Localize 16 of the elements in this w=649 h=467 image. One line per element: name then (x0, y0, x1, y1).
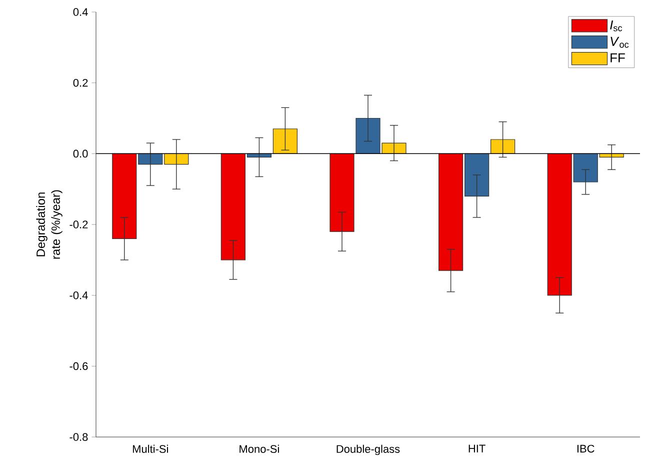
legend-label: I$_{sc}$ (610, 20, 622, 32)
y-tick-label: -0.6 (70, 362, 88, 370)
x-tick-label: Double-glass (336, 444, 400, 456)
y-tick-label: 0.0 (73, 150, 88, 158)
x-tick-label: IBC (577, 444, 594, 453)
y-tick-label: -0.2 (70, 220, 88, 228)
y-tick-label: 0.4 (73, 8, 88, 16)
y-axis-title: Degradation rate (%/year) (36, 190, 62, 259)
y-tick-label: -0.8 (70, 433, 88, 441)
y-tick-label: -0.4 (70, 291, 88, 300)
y-tick-label: 0.2 (73, 78, 88, 87)
legend-label: FF (610, 53, 625, 62)
x-tick-label: Mono-Si (240, 444, 279, 453)
x-tick-label: HIT (468, 444, 486, 452)
x-tick-label: Multi-Si (132, 444, 168, 453)
legend-label: V$_{oc}$ (610, 36, 629, 48)
